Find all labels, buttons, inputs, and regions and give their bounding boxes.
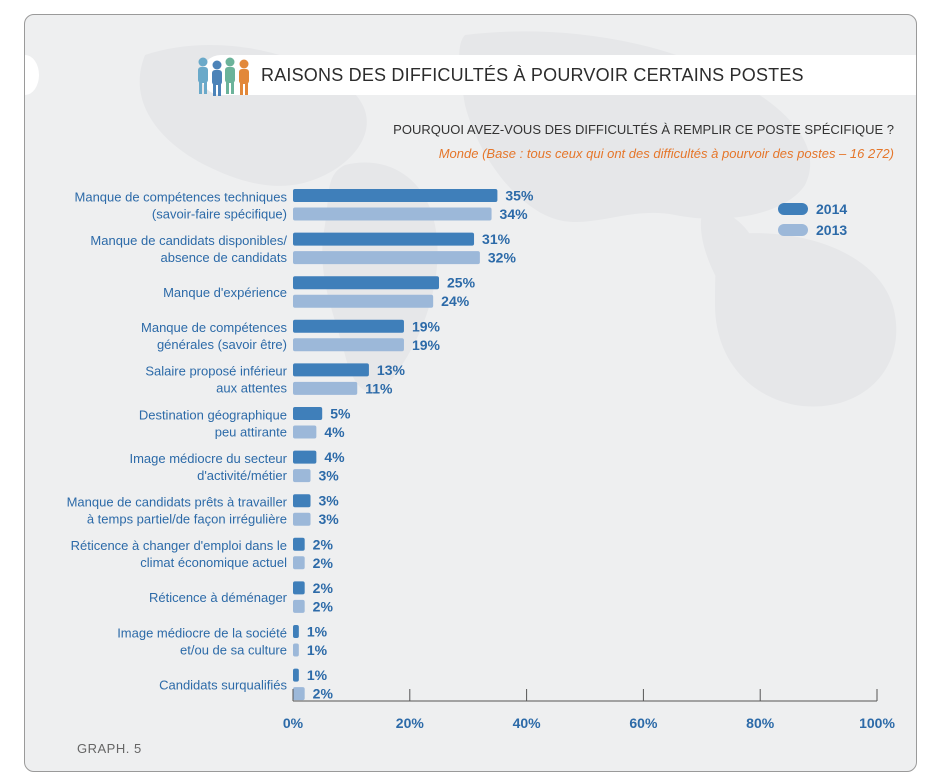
bar-2013 <box>293 687 305 701</box>
data-label: 4% <box>324 449 345 465</box>
x-tick-label: 80% <box>746 715 775 731</box>
data-label: 2% <box>313 686 334 702</box>
data-label: 2% <box>313 555 334 571</box>
bar-2013 <box>293 425 317 439</box>
bar-2013 <box>293 251 480 265</box>
category-label: aux attentes <box>216 381 287 396</box>
data-label: 19% <box>412 337 441 353</box>
data-label: 2% <box>313 580 334 596</box>
x-tick-label: 20% <box>396 715 425 731</box>
legend-swatch-2013 <box>778 224 808 236</box>
bar-2014 <box>293 232 475 246</box>
bar-2014 <box>293 494 311 508</box>
category-label: peu attirante <box>215 424 287 439</box>
category-label: Manque de compétences <box>141 320 287 335</box>
data-label: 4% <box>324 424 345 440</box>
x-tick-label: 40% <box>513 715 542 731</box>
data-label: 31% <box>482 231 511 247</box>
legend-swatch-2014 <box>778 203 808 215</box>
title-bar <box>25 55 916 95</box>
data-label: 3% <box>319 511 340 527</box>
category-label: Manque de candidats disponibles/ <box>90 233 287 248</box>
data-label: 34% <box>500 206 529 222</box>
category-label: et/ou de sa culture <box>180 642 287 657</box>
data-label: 3% <box>319 493 340 509</box>
data-label: 1% <box>307 642 328 658</box>
data-label: 1% <box>307 624 328 640</box>
bar-2013 <box>293 207 492 221</box>
page-title: RAISONS DES DIFFICULTÉS À POURVOIR CERTA… <box>261 65 804 85</box>
legend-label-2013: 2013 <box>816 222 847 238</box>
bar-2014 <box>293 668 299 682</box>
category-label: Candidats surqualifiés <box>159 677 287 692</box>
bar-2014 <box>293 189 498 202</box>
x-tick-label: 100% <box>859 715 895 731</box>
bar-2013 <box>293 599 305 613</box>
category-label: absence de candidats <box>161 250 288 265</box>
category-label: d'activité/métier <box>197 468 288 483</box>
bar-2014 <box>293 537 305 551</box>
data-label: 25% <box>447 275 476 291</box>
category-label: (savoir-faire spécifique) <box>152 206 287 221</box>
category-label: Manque de compétences techniques <box>75 189 288 204</box>
bar-2013 <box>293 338 404 352</box>
category-label: Réticence à déménager <box>149 590 288 605</box>
category-label: à temps partiel/de façon irrégulière <box>87 511 287 526</box>
category-label: Manque d'expérience <box>163 285 287 300</box>
data-label: 5% <box>330 406 351 422</box>
x-tick-label: 60% <box>629 715 658 731</box>
category-label: Réticence à changer d'emploi dans le <box>71 538 287 553</box>
data-label: 11% <box>365 380 393 396</box>
chart-card: RAISONS DES DIFFICULTÉS À POURVOIR CERTA… <box>24 14 917 772</box>
chart-question: POURQUOI AVEZ-VOUS DES DIFFICULTÉS À REM… <box>393 122 894 137</box>
data-label: 32% <box>488 250 517 266</box>
bar-2014 <box>293 276 439 290</box>
bar-2013 <box>293 556 305 570</box>
category-label: Image médiocre de la société <box>117 625 287 640</box>
data-label: 35% <box>505 188 534 204</box>
data-label: 19% <box>412 318 441 334</box>
bar-2014 <box>293 625 299 638</box>
people-icon <box>198 57 249 96</box>
data-label: 2% <box>313 536 334 552</box>
bar-2014 <box>293 407 323 420</box>
category-label: générales (savoir être) <box>157 337 287 352</box>
x-tick-label: 0% <box>283 715 304 731</box>
bar-2013 <box>293 381 358 395</box>
bar-2013 <box>293 294 434 308</box>
data-label: 1% <box>307 667 328 683</box>
chart-base-note: Monde (Base : tous ceux qui ont des diff… <box>438 146 894 161</box>
category-label: Manque de candidats prêts à travailler <box>67 494 288 509</box>
bar-2014 <box>293 363 369 377</box>
data-label: 24% <box>441 293 470 309</box>
data-label: 2% <box>313 598 334 614</box>
title-notch-right <box>902 55 916 95</box>
bar-2014 <box>293 450 317 464</box>
bar-2013 <box>293 512 311 526</box>
category-label: Salaire proposé inférieur <box>145 364 287 379</box>
graph-number: GRAPH. 5 <box>77 741 142 756</box>
bar-2013 <box>293 643 299 657</box>
category-label: climat économique actuel <box>140 555 287 570</box>
data-label: 3% <box>319 468 340 484</box>
bar-2013 <box>293 469 311 483</box>
bar-2014 <box>293 581 305 595</box>
category-label: Destination géographique <box>139 407 287 422</box>
title-notch-left <box>25 55 39 95</box>
legend-label-2014: 2014 <box>816 201 847 217</box>
bar-chart: Manque de compétences techniques (savoir-… <box>67 188 896 732</box>
bar-2014 <box>293 319 404 333</box>
category-label: Image médiocre du secteur <box>129 451 287 466</box>
data-label: 13% <box>377 362 406 378</box>
